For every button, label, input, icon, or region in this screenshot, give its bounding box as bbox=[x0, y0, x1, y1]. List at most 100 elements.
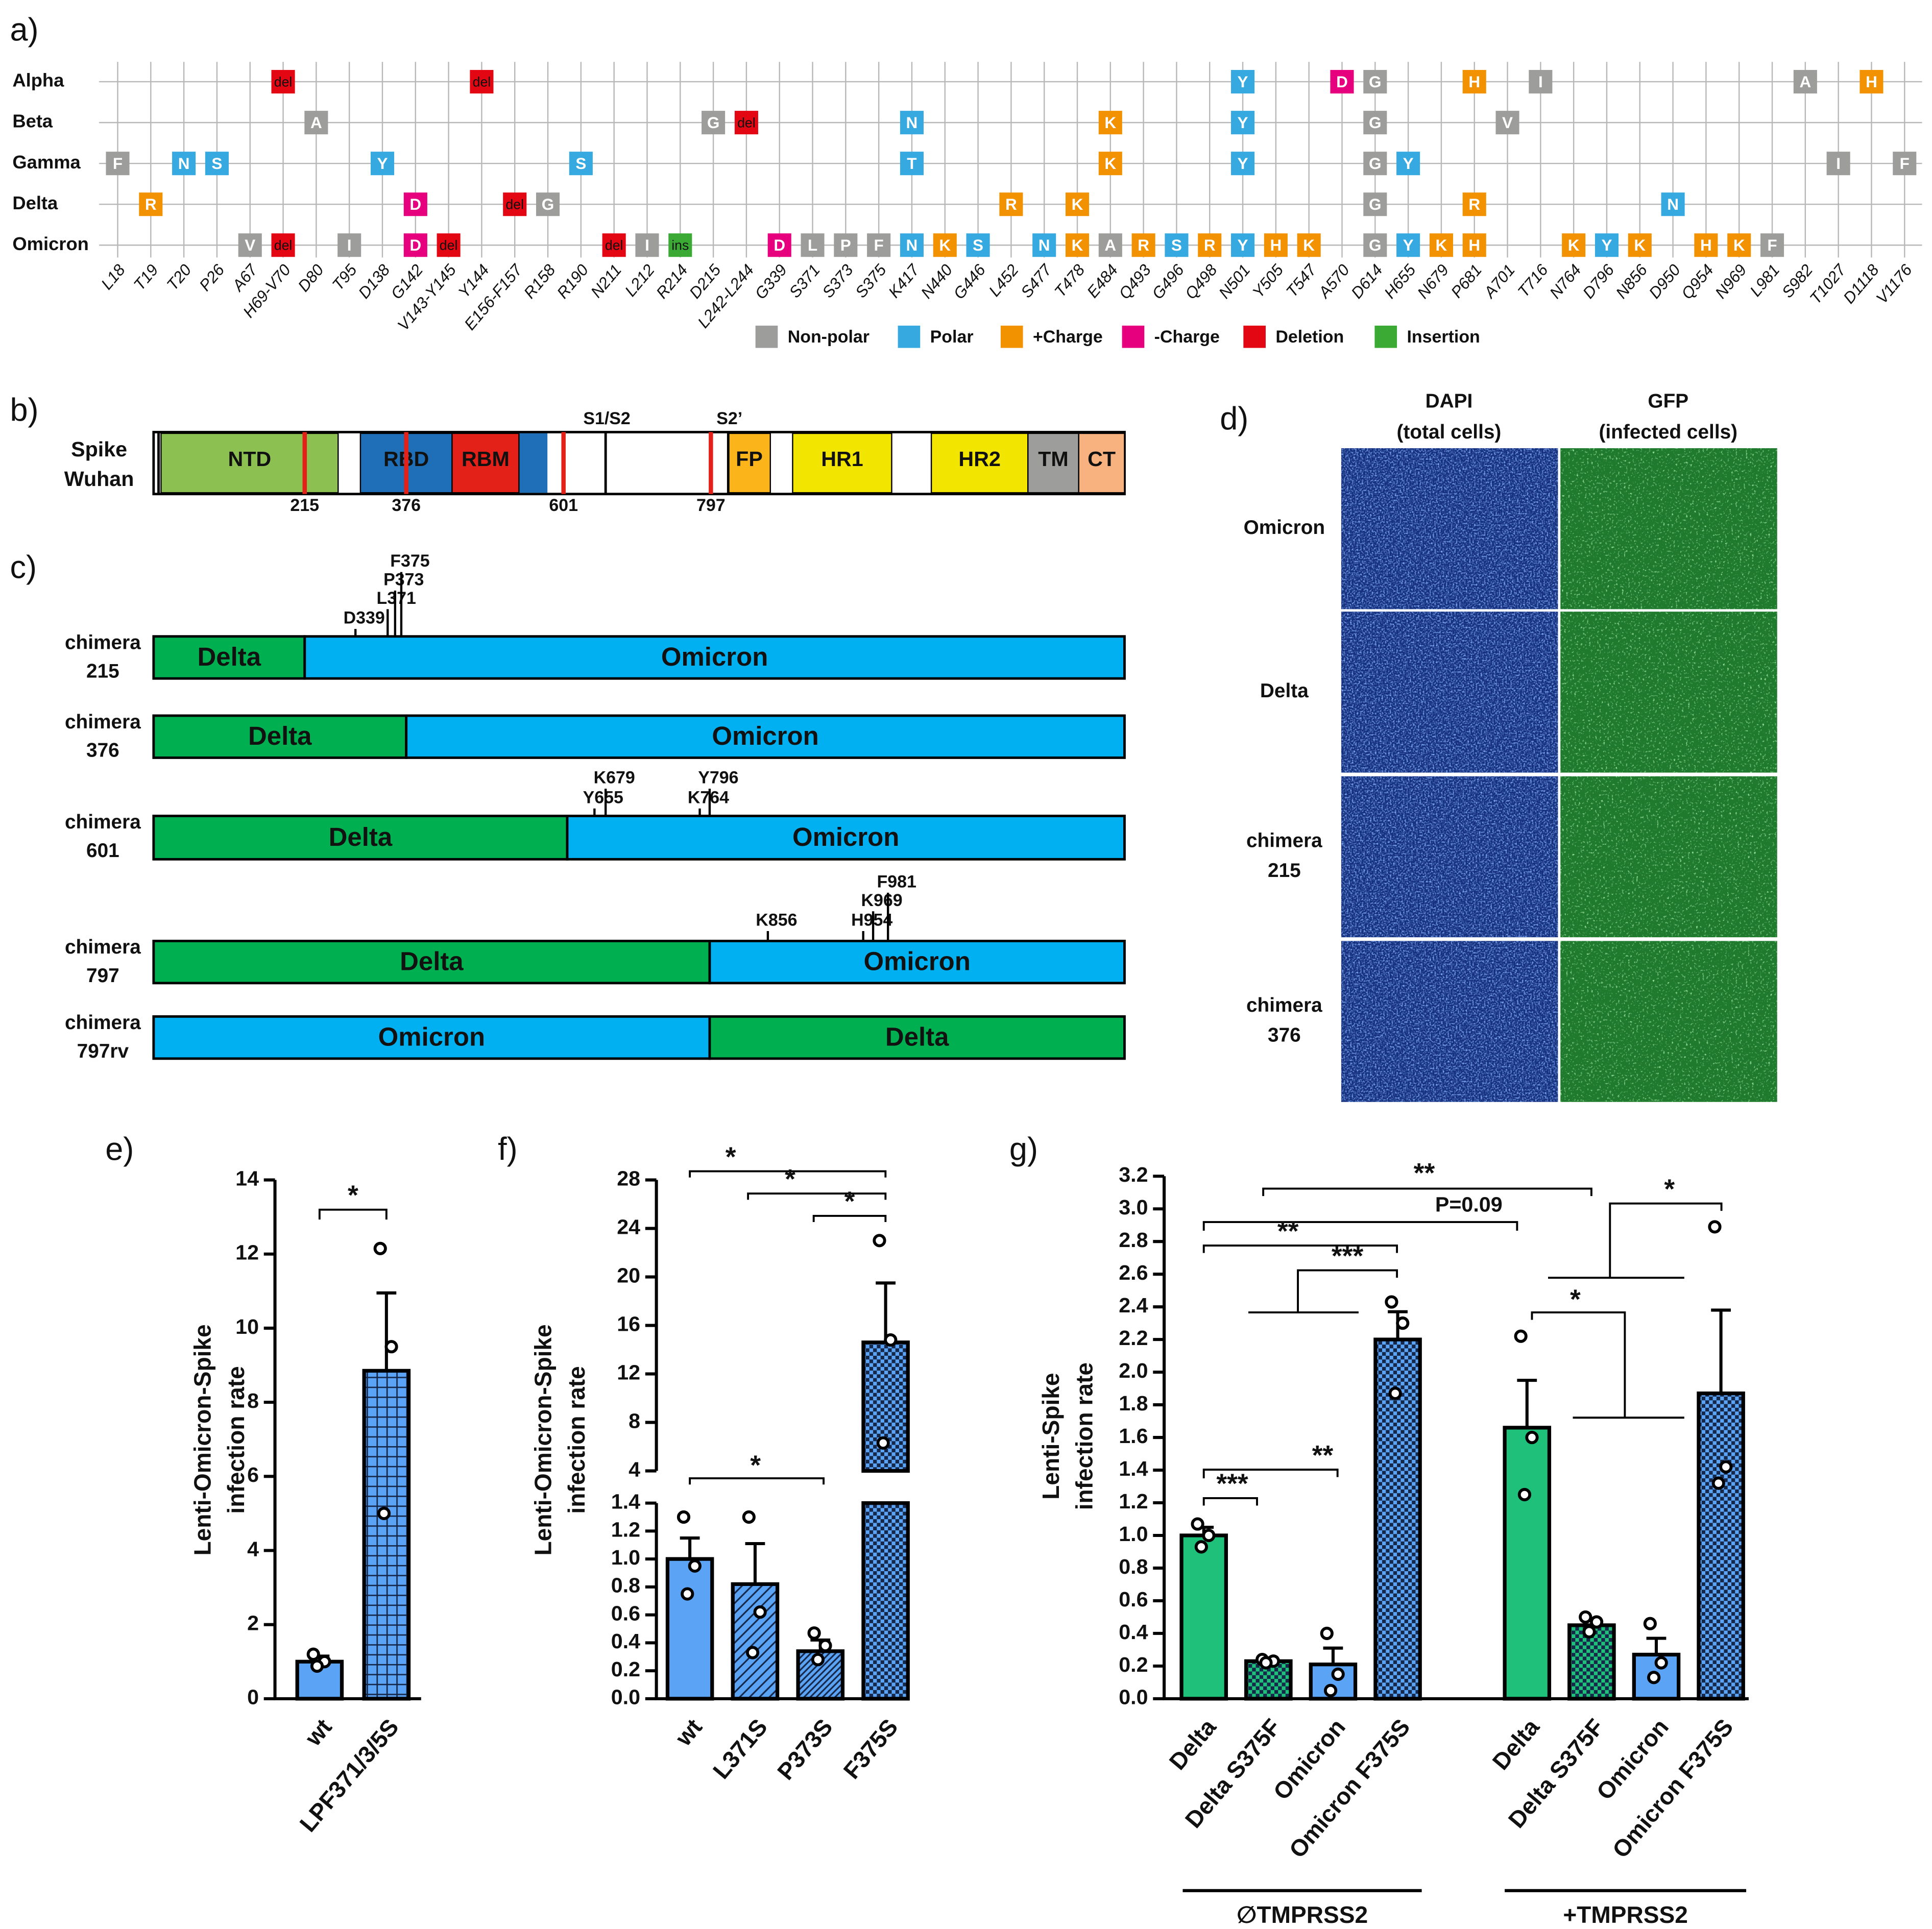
mutation-label: S bbox=[1171, 236, 1182, 254]
mutation-label: K bbox=[1104, 154, 1116, 173]
mutation-annotation: F375 bbox=[390, 551, 429, 571]
microscopy-texture bbox=[1341, 448, 1558, 609]
microscopy-texture bbox=[1560, 776, 1777, 938]
significance-label: ** bbox=[1312, 1440, 1334, 1471]
mutation-label: Y bbox=[1403, 154, 1414, 173]
mutation-label: K bbox=[1436, 236, 1447, 254]
significance-label: P=0.09 bbox=[1435, 1192, 1503, 1216]
data-point bbox=[1385, 1295, 1398, 1309]
mutation-label: K bbox=[1072, 236, 1083, 254]
mutation-label: I bbox=[1836, 154, 1841, 173]
spike-name: Wuhan bbox=[64, 467, 134, 491]
data-point bbox=[1589, 1615, 1604, 1629]
variant-label: Omicron bbox=[12, 233, 89, 254]
y-tick-label: 1.0 bbox=[611, 1546, 640, 1569]
mutation-box bbox=[1363, 152, 1387, 176]
chimera-label: 215 bbox=[86, 660, 119, 682]
y-tick-label: 2.2 bbox=[1119, 1326, 1148, 1350]
mutation-box bbox=[668, 233, 692, 257]
mutation-label: V bbox=[1502, 113, 1513, 132]
mutation-box bbox=[1131, 233, 1155, 257]
group-label: +TMPRSS2 bbox=[1563, 1901, 1688, 1928]
mutation-box bbox=[1628, 233, 1652, 257]
y-tick-label: 0.8 bbox=[611, 1574, 640, 1597]
mutation-box bbox=[139, 192, 163, 216]
chimera-label: 376 bbox=[86, 740, 119, 762]
error-bar bbox=[876, 1281, 896, 1342]
mutation-box bbox=[1495, 111, 1519, 135]
error-bar bbox=[1323, 1646, 1343, 1665]
variant-label: Gamma bbox=[12, 152, 81, 173]
significance-label: * bbox=[750, 1450, 761, 1480]
row-label: chimera bbox=[1246, 830, 1322, 852]
data-point bbox=[1579, 1610, 1592, 1624]
mutation-box bbox=[1859, 70, 1883, 94]
significance-label: ** bbox=[1414, 1158, 1435, 1188]
data-point bbox=[811, 1653, 825, 1667]
mutation-box bbox=[1098, 233, 1122, 257]
mutation-label: H bbox=[1700, 236, 1712, 254]
y-tick-label: 0.4 bbox=[611, 1629, 640, 1653]
mutation-box bbox=[1595, 233, 1619, 257]
mutation-label: Y bbox=[1238, 72, 1248, 91]
legend-swatch bbox=[1000, 325, 1023, 348]
data-point bbox=[1654, 1656, 1668, 1670]
row-label: 376 bbox=[1268, 1024, 1301, 1046]
significance-bracket bbox=[747, 1192, 887, 1200]
y-axis-label: Lenti-Omicron-Spike bbox=[189, 1324, 215, 1555]
mutation-box bbox=[1231, 152, 1255, 176]
data-point bbox=[677, 1510, 691, 1524]
domain-label: FP bbox=[736, 447, 763, 471]
mutation-label: del bbox=[737, 115, 756, 131]
mutation-box bbox=[1330, 70, 1354, 94]
y-tick-label: 20 bbox=[617, 1263, 640, 1287]
spike-name: Spike bbox=[71, 437, 127, 461]
mutation-box bbox=[106, 152, 130, 176]
mutation-label: Y bbox=[1238, 113, 1248, 132]
legend-label: Polar bbox=[930, 327, 974, 347]
bar bbox=[362, 1369, 411, 1701]
mutation-label: F bbox=[874, 236, 884, 254]
significance-bracket bbox=[1262, 1187, 1592, 1197]
data-point bbox=[818, 1639, 832, 1652]
mutation-label: K bbox=[1072, 195, 1083, 213]
site-label: 601 bbox=[549, 496, 578, 515]
mutation-box bbox=[238, 233, 262, 257]
microscopy-texture bbox=[1341, 612, 1558, 773]
y-tick-label: 0.8 bbox=[1119, 1555, 1148, 1578]
y-tick-label: 28 bbox=[617, 1166, 640, 1190]
significance-bracket bbox=[1531, 1311, 1684, 1419]
y-tick-label: 1.2 bbox=[1119, 1490, 1148, 1513]
y-tick-label: 4 bbox=[247, 1537, 259, 1560]
data-point bbox=[688, 1559, 702, 1573]
chimera-segment bbox=[405, 714, 1126, 759]
data-point bbox=[745, 1646, 760, 1659]
significance-label: * bbox=[348, 1181, 358, 1211]
data-point bbox=[1323, 1683, 1338, 1697]
mutation-box bbox=[1562, 233, 1586, 257]
domain bbox=[1078, 432, 1125, 494]
mutation-label: H bbox=[1270, 236, 1282, 254]
mutation-box bbox=[304, 111, 328, 135]
mutation-annotation: K856 bbox=[756, 911, 797, 930]
y-tick-label: 4 bbox=[629, 1457, 640, 1481]
microscopy-texture bbox=[1341, 776, 1558, 938]
mutation-box bbox=[536, 192, 560, 216]
significance-label: ** bbox=[1277, 1216, 1299, 1247]
mutation-label: S bbox=[973, 236, 983, 254]
y-tick-label: 14 bbox=[235, 1166, 259, 1190]
column-header: GFP bbox=[1648, 390, 1688, 412]
y-tick-label: 0.2 bbox=[1119, 1653, 1148, 1676]
group-label: ∅TMPRSS2 bbox=[1237, 1901, 1368, 1928]
mutation-box bbox=[702, 111, 726, 135]
chimera-label: 797rv bbox=[77, 1040, 129, 1062]
significance-bracket bbox=[1202, 1497, 1258, 1506]
mutation-label: K bbox=[1733, 236, 1745, 254]
mutation-box bbox=[1661, 192, 1685, 216]
data-point bbox=[1719, 1460, 1733, 1474]
mutation-box bbox=[1694, 233, 1718, 257]
chimera-segment bbox=[708, 939, 1126, 985]
mutation-label: R bbox=[145, 195, 157, 213]
mutation-box bbox=[1893, 152, 1917, 176]
